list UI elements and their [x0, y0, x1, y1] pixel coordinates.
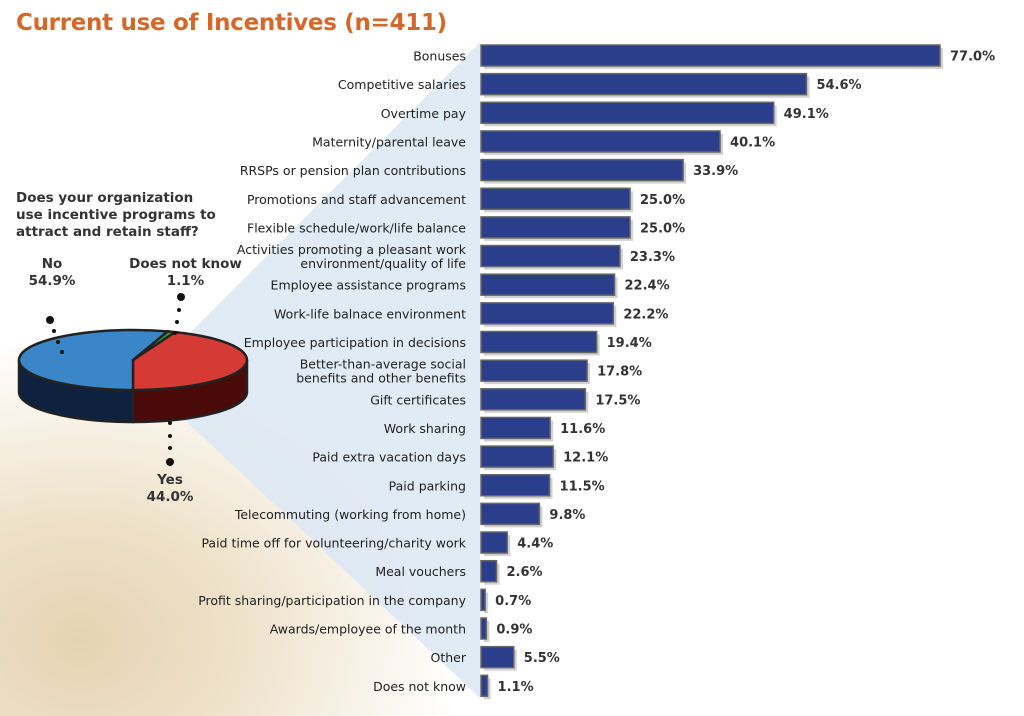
leader-dot [175, 320, 179, 324]
bar [480, 158, 684, 182]
pie-label-name: No [41, 256, 63, 272]
bar [480, 445, 554, 468]
leader-dot [173, 331, 177, 335]
category-label: RRSPs or pension plan contributions [240, 163, 466, 178]
bar-value-label: 17.5% [595, 393, 640, 408]
category-label: Maternity/parental leave [312, 134, 466, 149]
bar [480, 531, 508, 554]
leader-dot [168, 446, 172, 450]
leader-dot [60, 350, 64, 354]
category-label: Competitive salaries [338, 77, 466, 92]
bar-value-label: 11.5% [560, 479, 605, 494]
bar-value-label: 0.9% [496, 623, 532, 638]
pie-label-yes: Yes 44.0% [140, 472, 200, 506]
bar [480, 273, 616, 296]
bar-value-label: 9.8% [549, 508, 585, 523]
category-label: Overtime pay [381, 106, 467, 121]
bar [480, 302, 615, 325]
bar-value-label: 33.9% [693, 164, 738, 179]
bar [480, 216, 631, 239]
bar [480, 44, 941, 67]
category-label: Awards/employee of the month [270, 622, 466, 637]
pie-label-value: 44.0% [146, 489, 194, 505]
bar-value-label: 22.2% [623, 307, 668, 322]
bar-value-label: 0.7% [495, 594, 531, 609]
bar [480, 474, 551, 497]
bar-value-label: 25.0% [640, 221, 685, 236]
category-label: Telecommuting (working from home) [234, 507, 466, 522]
bar [480, 101, 775, 125]
pie-slice-no [17, 328, 171, 392]
bar [480, 72, 808, 96]
category-label: Flexible schedule/work/life balance [247, 220, 466, 235]
bar [480, 244, 621, 268]
leader-dot [177, 293, 185, 301]
bar-value-label: 22.4% [625, 279, 670, 294]
bar-value-label: 25.0% [640, 193, 685, 208]
category-label: Work-life balnace environment [274, 306, 466, 321]
bar [480, 645, 515, 669]
category-label: Employee assistance programs [271, 278, 466, 293]
category-label: Meal vouchers [375, 564, 466, 579]
bar [480, 130, 721, 153]
pie-label-dnk: Does not know 1.1% [128, 256, 243, 290]
pie-label-value: 54.9% [28, 273, 76, 289]
category-label: Other [431, 650, 467, 665]
leader-dot [168, 421, 172, 425]
pie-question: Does your organization use incentive pro… [16, 190, 216, 240]
category-label: Paid time off for volunteering/charity w… [201, 536, 466, 551]
category-label: Profit sharing/participation in the comp… [198, 593, 466, 608]
bar-value-label: 4.4% [517, 537, 553, 552]
bar [480, 502, 541, 526]
leader-dot [52, 329, 56, 333]
leader-dot [56, 340, 60, 344]
category-label: Paid parking [389, 478, 466, 493]
category-label: Employee participation in decisions [244, 335, 466, 350]
bar [480, 416, 551, 440]
category-label: Paid extra vacation days [312, 450, 466, 465]
bar-value-label: 23.3% [630, 250, 675, 265]
bar-value-label: 12.1% [563, 451, 608, 466]
category-label: Activities promoting a pleasant work envi… [237, 242, 467, 271]
bar-shadow [484, 592, 489, 614]
bar [480, 388, 587, 411]
bar-value-label: 1.1% [498, 680, 534, 695]
bar [480, 674, 489, 698]
bar-value-label: 2.6% [506, 565, 542, 580]
leader-dot [166, 458, 174, 466]
bar [480, 588, 486, 612]
bar-value-label: 19.4% [607, 336, 652, 351]
bar [480, 187, 631, 210]
bar-value-label: 49.1% [784, 107, 829, 122]
category-label: Work sharing [384, 421, 466, 436]
category-label: Does not know [373, 679, 466, 694]
category-label: Promotions and staff advancement [247, 192, 466, 207]
funnel-highlight [185, 42, 480, 698]
leader-dot [168, 434, 172, 438]
bar-value-label: 17.8% [597, 365, 642, 380]
bar-value-label: 5.5% [524, 651, 560, 666]
pie-slice-yes [131, 330, 249, 392]
pie-label-value: 1.1% [166, 273, 205, 289]
bar [480, 617, 488, 640]
leader-dot [177, 308, 181, 312]
pie-label-name: Yes [157, 472, 183, 488]
bar-value-label: 11.6% [560, 422, 605, 437]
bar [480, 559, 498, 583]
pie-label-no: No 54.9% [22, 256, 82, 290]
pie-label-name: Does not know [129, 256, 242, 272]
bar-value-label: 40.1% [730, 135, 775, 150]
category-label: Better-than-average social benefits and o… [296, 357, 466, 386]
leader-dot [46, 316, 54, 324]
bar-value-label: 54.6% [816, 78, 861, 93]
category-label: Gift certificates [370, 392, 466, 407]
bar [480, 330, 598, 354]
chart-title: Current use of Incentives (n=411) [16, 10, 447, 36]
category-label: Bonuses [413, 49, 466, 64]
bar-value-label: 77.0% [950, 50, 995, 65]
bar [480, 359, 588, 382]
